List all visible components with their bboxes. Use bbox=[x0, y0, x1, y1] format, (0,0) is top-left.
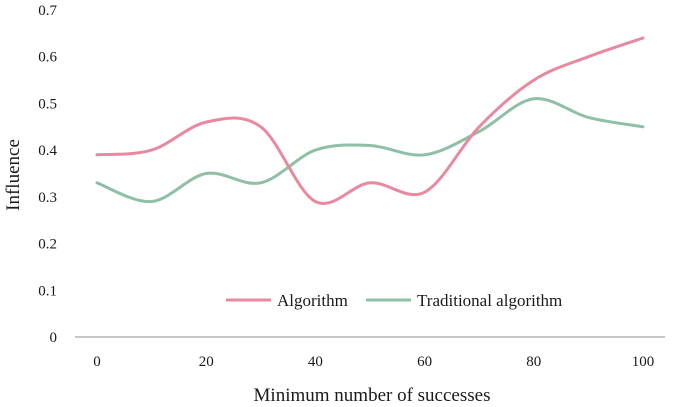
x-tick-label: 80 bbox=[526, 354, 541, 370]
legend-label: Traditional algorithm bbox=[417, 291, 562, 310]
x-tick-label: 0 bbox=[93, 354, 101, 370]
y-tick-label: 0.5 bbox=[38, 96, 57, 112]
series-line-traditional-algorithm bbox=[95, 97, 645, 204]
legend-label: Algorithm bbox=[277, 291, 348, 310]
x-axis-ticks: 0 20 40 60 80 100 bbox=[93, 354, 654, 370]
y-axis-title: Influence bbox=[3, 139, 24, 211]
series-lines bbox=[95, 36, 645, 205]
y-tick-label: 0.2 bbox=[38, 237, 57, 253]
y-tick-label: 0 bbox=[50, 330, 58, 346]
y-tick-label: 0.3 bbox=[38, 190, 57, 206]
x-tick-label: 60 bbox=[417, 354, 432, 370]
x-tick-label: 40 bbox=[308, 354, 323, 370]
x-axis-title: Minimum number of successes bbox=[254, 385, 491, 406]
x-tick-label: 20 bbox=[199, 354, 214, 370]
y-tick-label: 0.7 bbox=[38, 3, 57, 19]
series-line-algorithm bbox=[95, 36, 645, 205]
y-tick-label: 0.1 bbox=[38, 283, 57, 299]
x-tick-label: 100 bbox=[632, 354, 655, 370]
y-tick-label: 0.6 bbox=[38, 50, 57, 66]
chart-legend: Algorithm Traditional algorithm bbox=[226, 291, 562, 310]
y-axis-ticks: 0 0.1 0.2 0.3 0.4 0.5 0.6 0.7 bbox=[38, 3, 57, 346]
y-tick-label: 0.4 bbox=[38, 143, 57, 159]
